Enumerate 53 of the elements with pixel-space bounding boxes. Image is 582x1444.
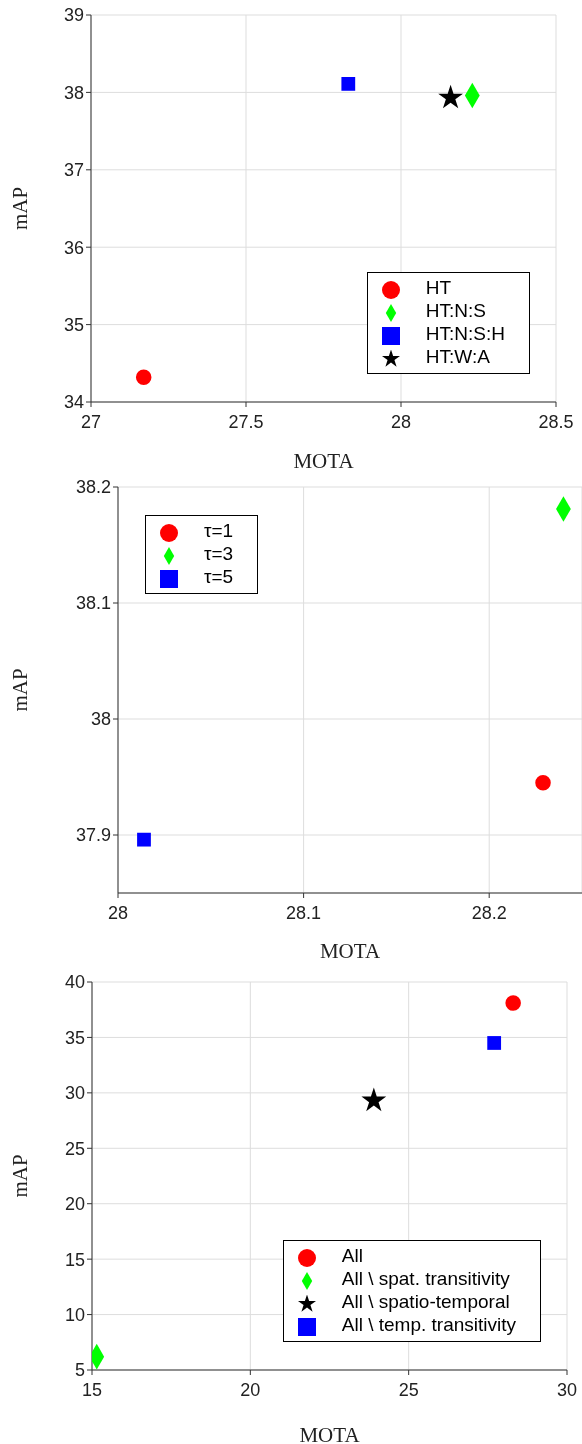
- point: [505, 995, 521, 1011]
- x-tick-label: 28.5: [538, 411, 574, 432]
- legend-label: HT:W:A: [425, 346, 490, 367]
- y-tick-label: 10: [64, 1304, 85, 1325]
- legend-label: HT: [425, 277, 452, 298]
- y-tick-label: 15: [64, 1249, 85, 1270]
- x-tick-label: 27: [80, 411, 102, 432]
- x-tick-label: 28.1: [286, 902, 322, 923]
- legend-label: All: [341, 1245, 363, 1266]
- y-tick-label: 38: [90, 709, 111, 730]
- point: [341, 76, 356, 91]
- y-tick-label: 30: [64, 1083, 85, 1104]
- y-tick-label: 35: [64, 1027, 85, 1048]
- x-tick-label: 27.5: [228, 411, 264, 432]
- y-tick-label: 40: [64, 972, 85, 993]
- point: [361, 1087, 387, 1112]
- x-tick-label: 28: [390, 411, 412, 432]
- x-tick-label: 28: [107, 902, 129, 923]
- legend-label: τ=1: [204, 520, 234, 541]
- legend-label: τ=3: [204, 543, 234, 564]
- y-axis-title: mAP: [8, 186, 33, 231]
- legend-label: All \ temp. transitivity: [341, 1314, 516, 1335]
- y-tick-label: 20: [64, 1194, 85, 1215]
- legend-label: HT:N:S: [425, 300, 486, 321]
- y-tick-label: 38: [63, 82, 84, 103]
- y-axis-title: mAP: [8, 668, 33, 712]
- legend-label: All \ spat. transitivity: [341, 1268, 510, 1289]
- y-tick-label: 36: [63, 237, 84, 258]
- y-tick-label: 25: [64, 1138, 85, 1159]
- x-tick-label: 28.2: [471, 902, 507, 923]
- point: [535, 775, 551, 791]
- y-axis-title: mAP: [8, 1154, 33, 1198]
- x-tick-label: 25: [398, 1379, 419, 1400]
- x-axis-title: MOTA: [319, 939, 381, 963]
- legend-label: HT:N:S:H: [425, 323, 505, 344]
- x-axis-title: MOTA: [293, 449, 355, 473]
- point: [137, 832, 151, 847]
- y-tick-label: 5: [74, 1360, 85, 1381]
- y-tick-label: 35: [63, 314, 84, 335]
- point: [438, 84, 463, 109]
- point: [487, 1036, 502, 1050]
- y-tick-label: 34: [63, 392, 84, 413]
- x-tick-label: 30: [556, 1379, 578, 1400]
- legend-label: τ=5: [204, 566, 234, 587]
- y-tick-label: 38.1: [75, 593, 111, 614]
- point: [135, 369, 152, 385]
- x-axis-title: MOTA: [299, 1423, 361, 1444]
- y-tick-label: 38.2: [75, 477, 111, 498]
- legend-label: All \ spatio-temporal: [341, 1291, 510, 1312]
- y-tick-label: 37.9: [75, 825, 111, 846]
- y-tick-label: 37: [63, 160, 84, 181]
- x-tick-label: 20: [240, 1379, 261, 1400]
- y-tick-label: 39: [63, 5, 84, 26]
